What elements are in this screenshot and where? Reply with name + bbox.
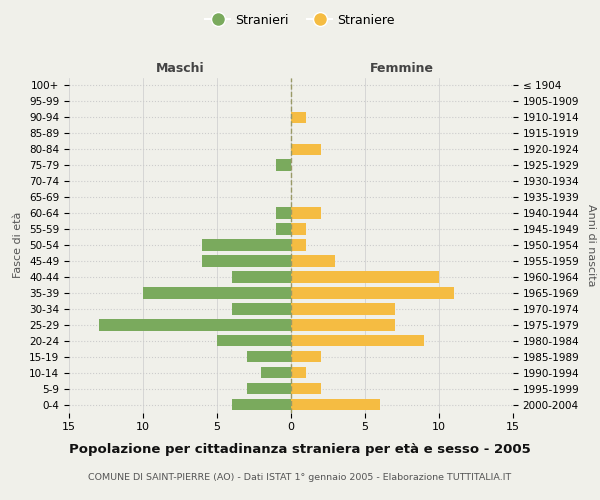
Bar	[232, 399, 291, 410]
Bar	[247, 383, 291, 394]
Text: Popolazione per cittadinanza straniera per età e sesso - 2005: Popolazione per cittadinanza straniera p…	[69, 442, 531, 456]
Bar	[98, 319, 291, 330]
Y-axis label: Anni di nascita: Anni di nascita	[586, 204, 596, 286]
Bar	[202, 255, 291, 266]
Bar	[291, 303, 395, 314]
Bar	[291, 367, 306, 378]
Bar	[262, 367, 291, 378]
Bar	[291, 271, 439, 282]
Bar	[291, 224, 306, 235]
Bar	[291, 319, 395, 330]
Text: Maschi: Maschi	[155, 62, 205, 75]
Bar	[143, 287, 291, 298]
Bar	[291, 335, 424, 346]
Bar	[232, 271, 291, 282]
Bar	[291, 112, 306, 123]
Bar	[291, 255, 335, 266]
Bar	[291, 240, 306, 250]
Text: COMUNE DI SAINT-PIERRE (AO) - Dati ISTAT 1° gennaio 2005 - Elaborazione TUTTITAL: COMUNE DI SAINT-PIERRE (AO) - Dati ISTAT…	[88, 472, 512, 482]
Bar	[291, 144, 320, 155]
Bar	[276, 224, 291, 235]
Bar	[217, 335, 291, 346]
Bar	[291, 351, 320, 362]
Y-axis label: Fasce di età: Fasce di età	[13, 212, 23, 278]
Bar	[291, 399, 380, 410]
Bar	[247, 351, 291, 362]
Text: Femmine: Femmine	[370, 62, 434, 75]
Bar	[291, 287, 454, 298]
Bar	[232, 303, 291, 314]
Bar	[202, 240, 291, 250]
Bar	[291, 383, 320, 394]
Bar	[291, 208, 320, 219]
Bar	[276, 160, 291, 171]
Legend: Stranieri, Straniere: Stranieri, Straniere	[200, 8, 400, 32]
Bar	[276, 208, 291, 219]
